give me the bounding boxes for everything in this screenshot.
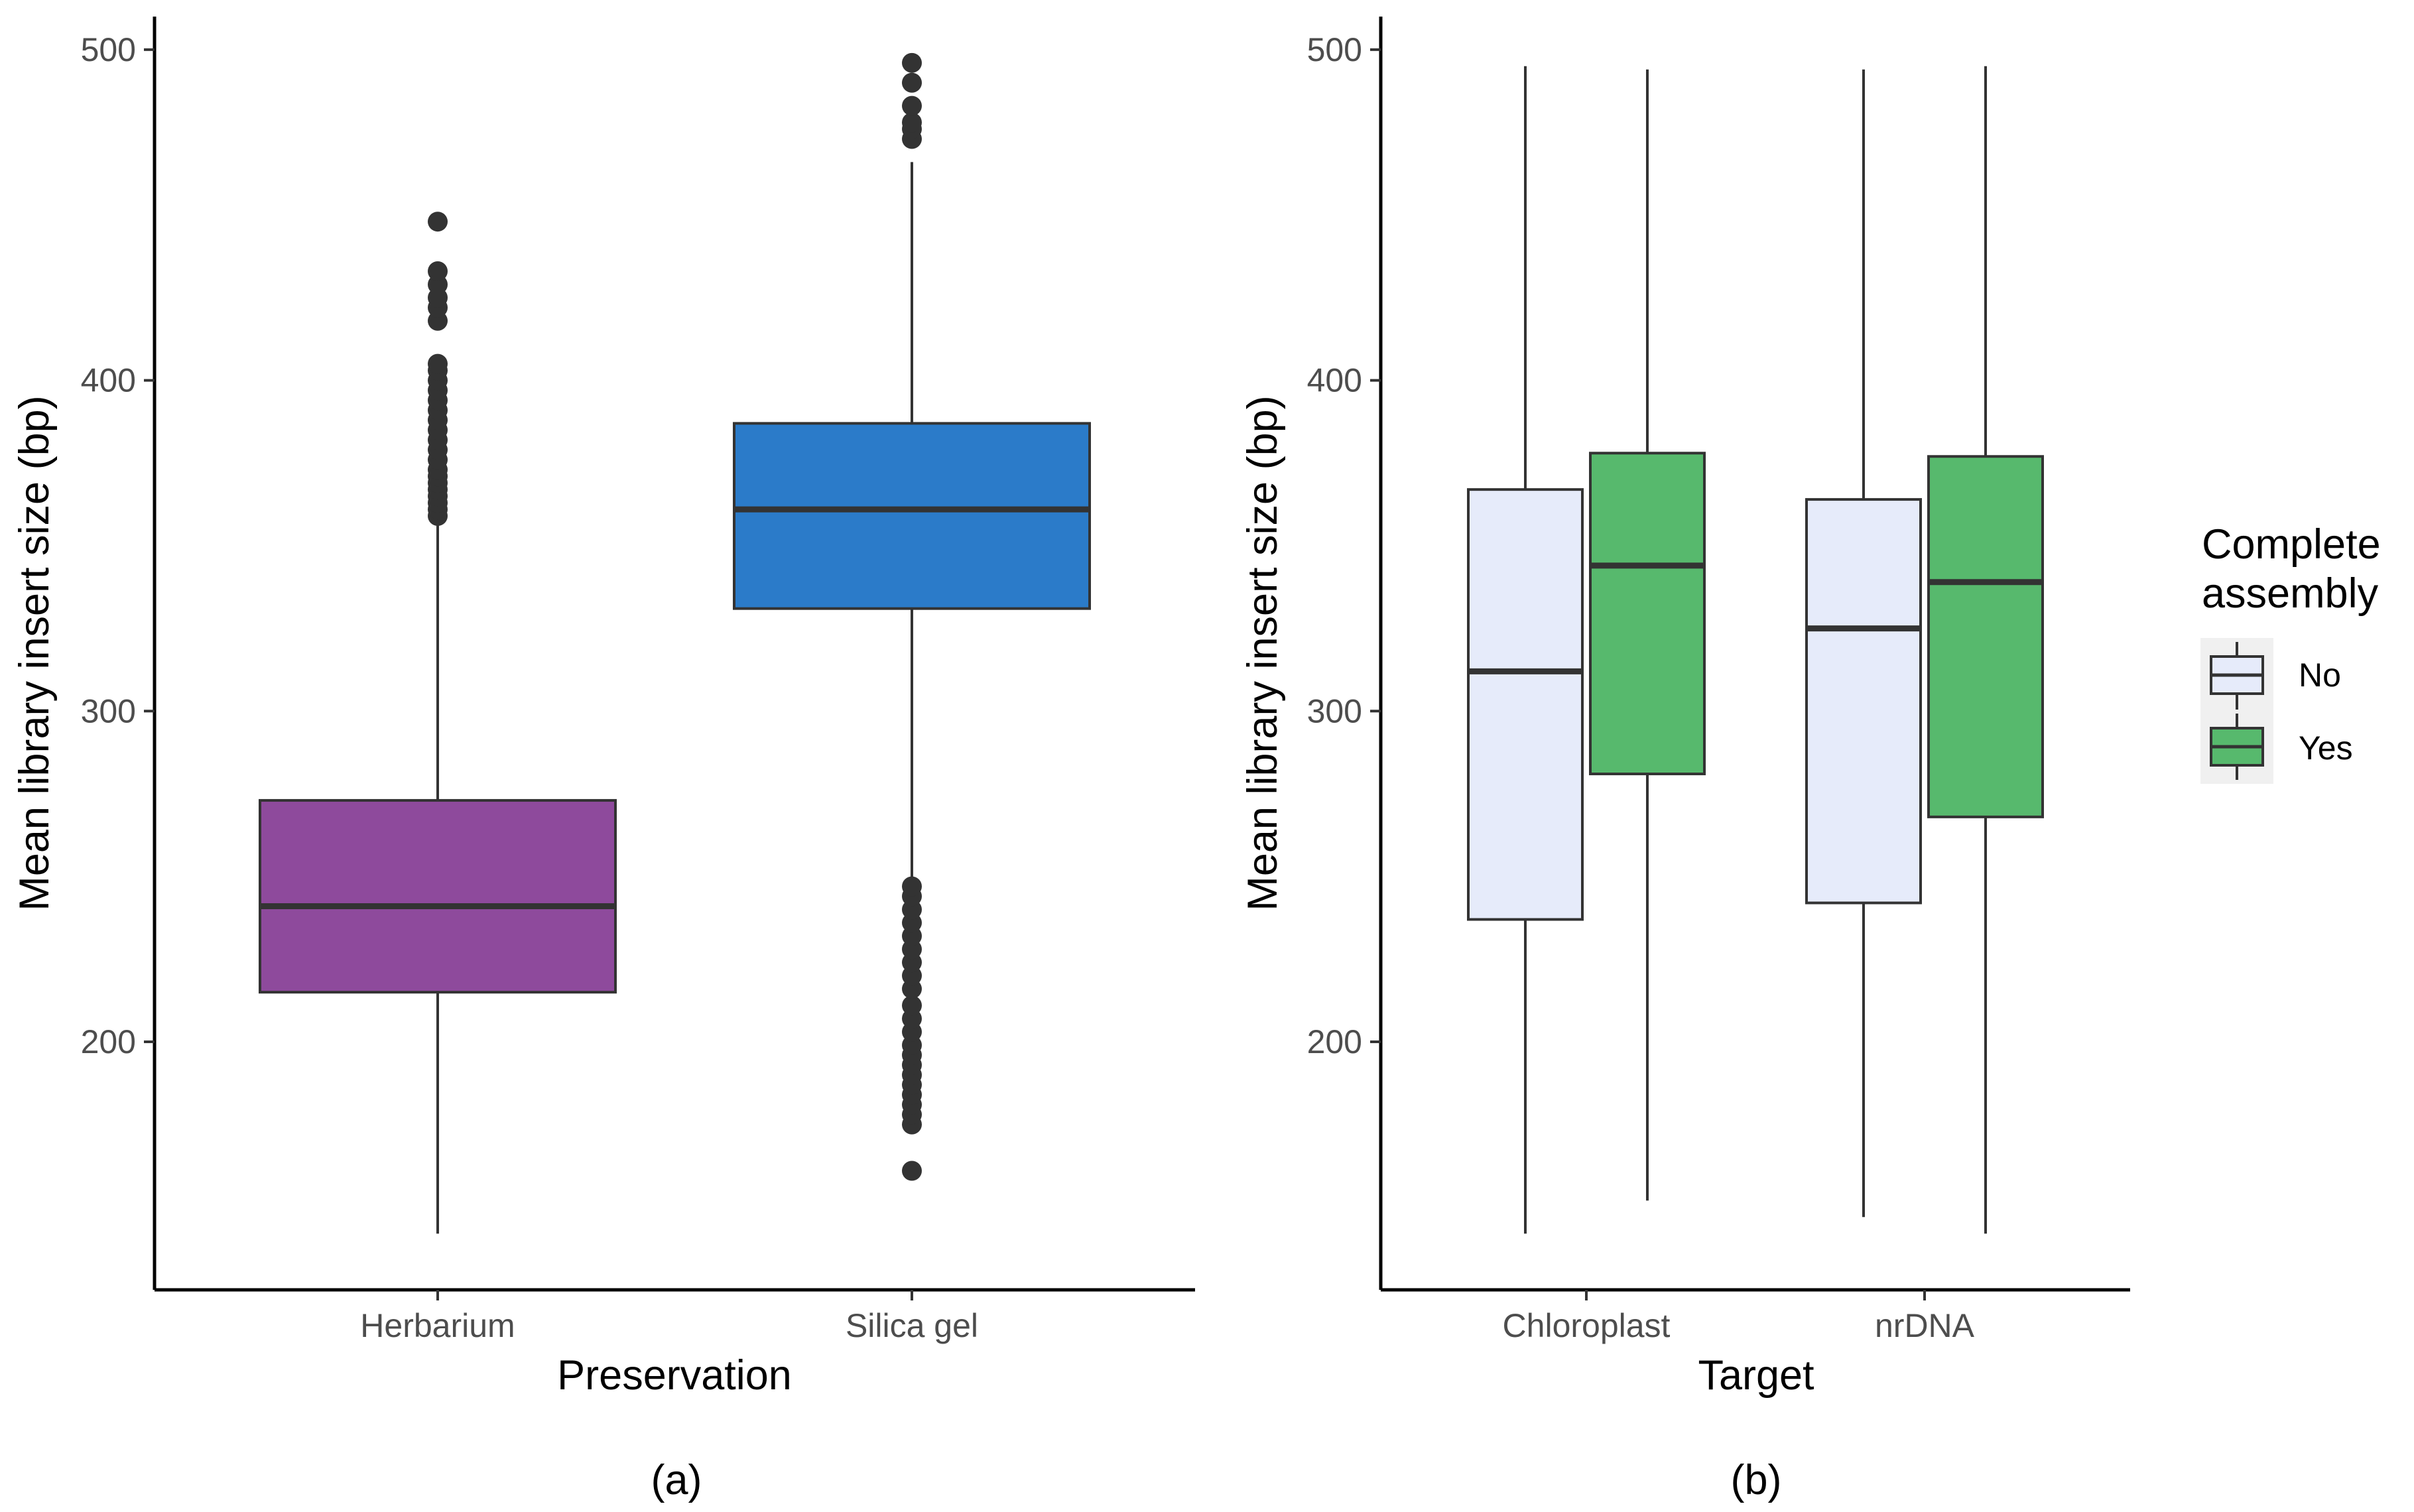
legend-title-line-2: assembly (2202, 570, 2379, 617)
panel-b-label: (b) (1731, 1457, 1782, 1503)
panel-a-marks (259, 52, 1091, 1234)
panel-b-y-tick-label: 500 (1307, 31, 1362, 68)
panel-a-x-tick-label-herbarium: Herbarium (360, 1307, 515, 1344)
panel-a-x-ticks: Herbarium Silica gel (360, 1290, 978, 1344)
panel-a-herbarium-outlier (428, 212, 448, 232)
panel-b-chloroplast-no-box (1467, 488, 1584, 921)
panel-a-y-tick-label: 200 (81, 1023, 136, 1060)
panel-a-silica-gel-outlier (902, 995, 922, 1016)
panel-a-silica-gel-outlier (902, 1161, 922, 1181)
panel-a-silica-gel-box (733, 422, 1091, 610)
panel-a-label: (a) (651, 1457, 702, 1503)
panel-b-x-axis-title: Target (1698, 1352, 1814, 1399)
panel-b-nrdna-no-box (1805, 498, 1922, 905)
panel-a-silica-gel-outlier (902, 112, 922, 133)
legend-label-no: No (2299, 657, 2341, 694)
legend-key-yes (2210, 714, 2264, 780)
panel-a-silica-gel-outlier (902, 72, 922, 93)
panel-b-chart: 200 300 400 500 Chloroplast nrDNA Target… (1239, 17, 2130, 1503)
panel-b-y-ticks: 200 300 400 500 (1307, 31, 1381, 1060)
panel-a-x-axis-title: Preservation (557, 1352, 792, 1399)
panel-a-y-ticks: 200 300 400 500 (81, 31, 155, 1060)
panel-b-y-tick-label: 300 (1307, 692, 1362, 729)
panel-b-marks (1467, 66, 2044, 1234)
panel-a-silica-gel-outlier (902, 876, 922, 897)
panel-a-chart: 200 300 400 500 Herbarium Silica gel Pre… (11, 17, 1195, 1503)
legend-title-line-1: Complete (2202, 521, 2381, 568)
panel-a-x-tick-label-silica-gel: Silica gel (846, 1307, 978, 1344)
panel-b-y-tick-label: 400 (1307, 362, 1362, 399)
panel-b-x-tick-label-nrdna: nrDNA (1875, 1307, 1975, 1344)
legend: Complete assembly No Yes (2200, 521, 2381, 784)
panel-a-herbarium-outlier (428, 353, 448, 374)
panel-a-y-tick-label: 300 (81, 692, 136, 729)
panel-b-nrdna-yes-box (1927, 455, 2044, 818)
panel-a-y-tick-label: 500 (81, 31, 136, 68)
panel-b-y-tick-label: 200 (1307, 1023, 1362, 1060)
panel-a-herbarium-box (259, 798, 617, 994)
panel-a-y-tick-label: 400 (81, 362, 136, 399)
panel-b-y-axis-title: Mean library insert size (bp) (1239, 395, 1286, 911)
panel-a-silica-gel-outlier (902, 95, 922, 116)
panel-b-x-tick-label-chloroplast: Chloroplast (1503, 1307, 1671, 1344)
panel-b-x-ticks: Chloroplast nrDNA (1503, 1290, 1975, 1344)
panel-a-silica-gel-outlier (902, 52, 922, 73)
legend-label-yes: Yes (2299, 729, 2353, 767)
panel-b-chloroplast-yes-box (1589, 452, 1706, 776)
panel-a-y-axis-title: Mean library insert size (bp) (11, 395, 58, 911)
panel-a-herbarium-outlier (428, 261, 448, 281)
legend-key-no (2210, 642, 2264, 710)
